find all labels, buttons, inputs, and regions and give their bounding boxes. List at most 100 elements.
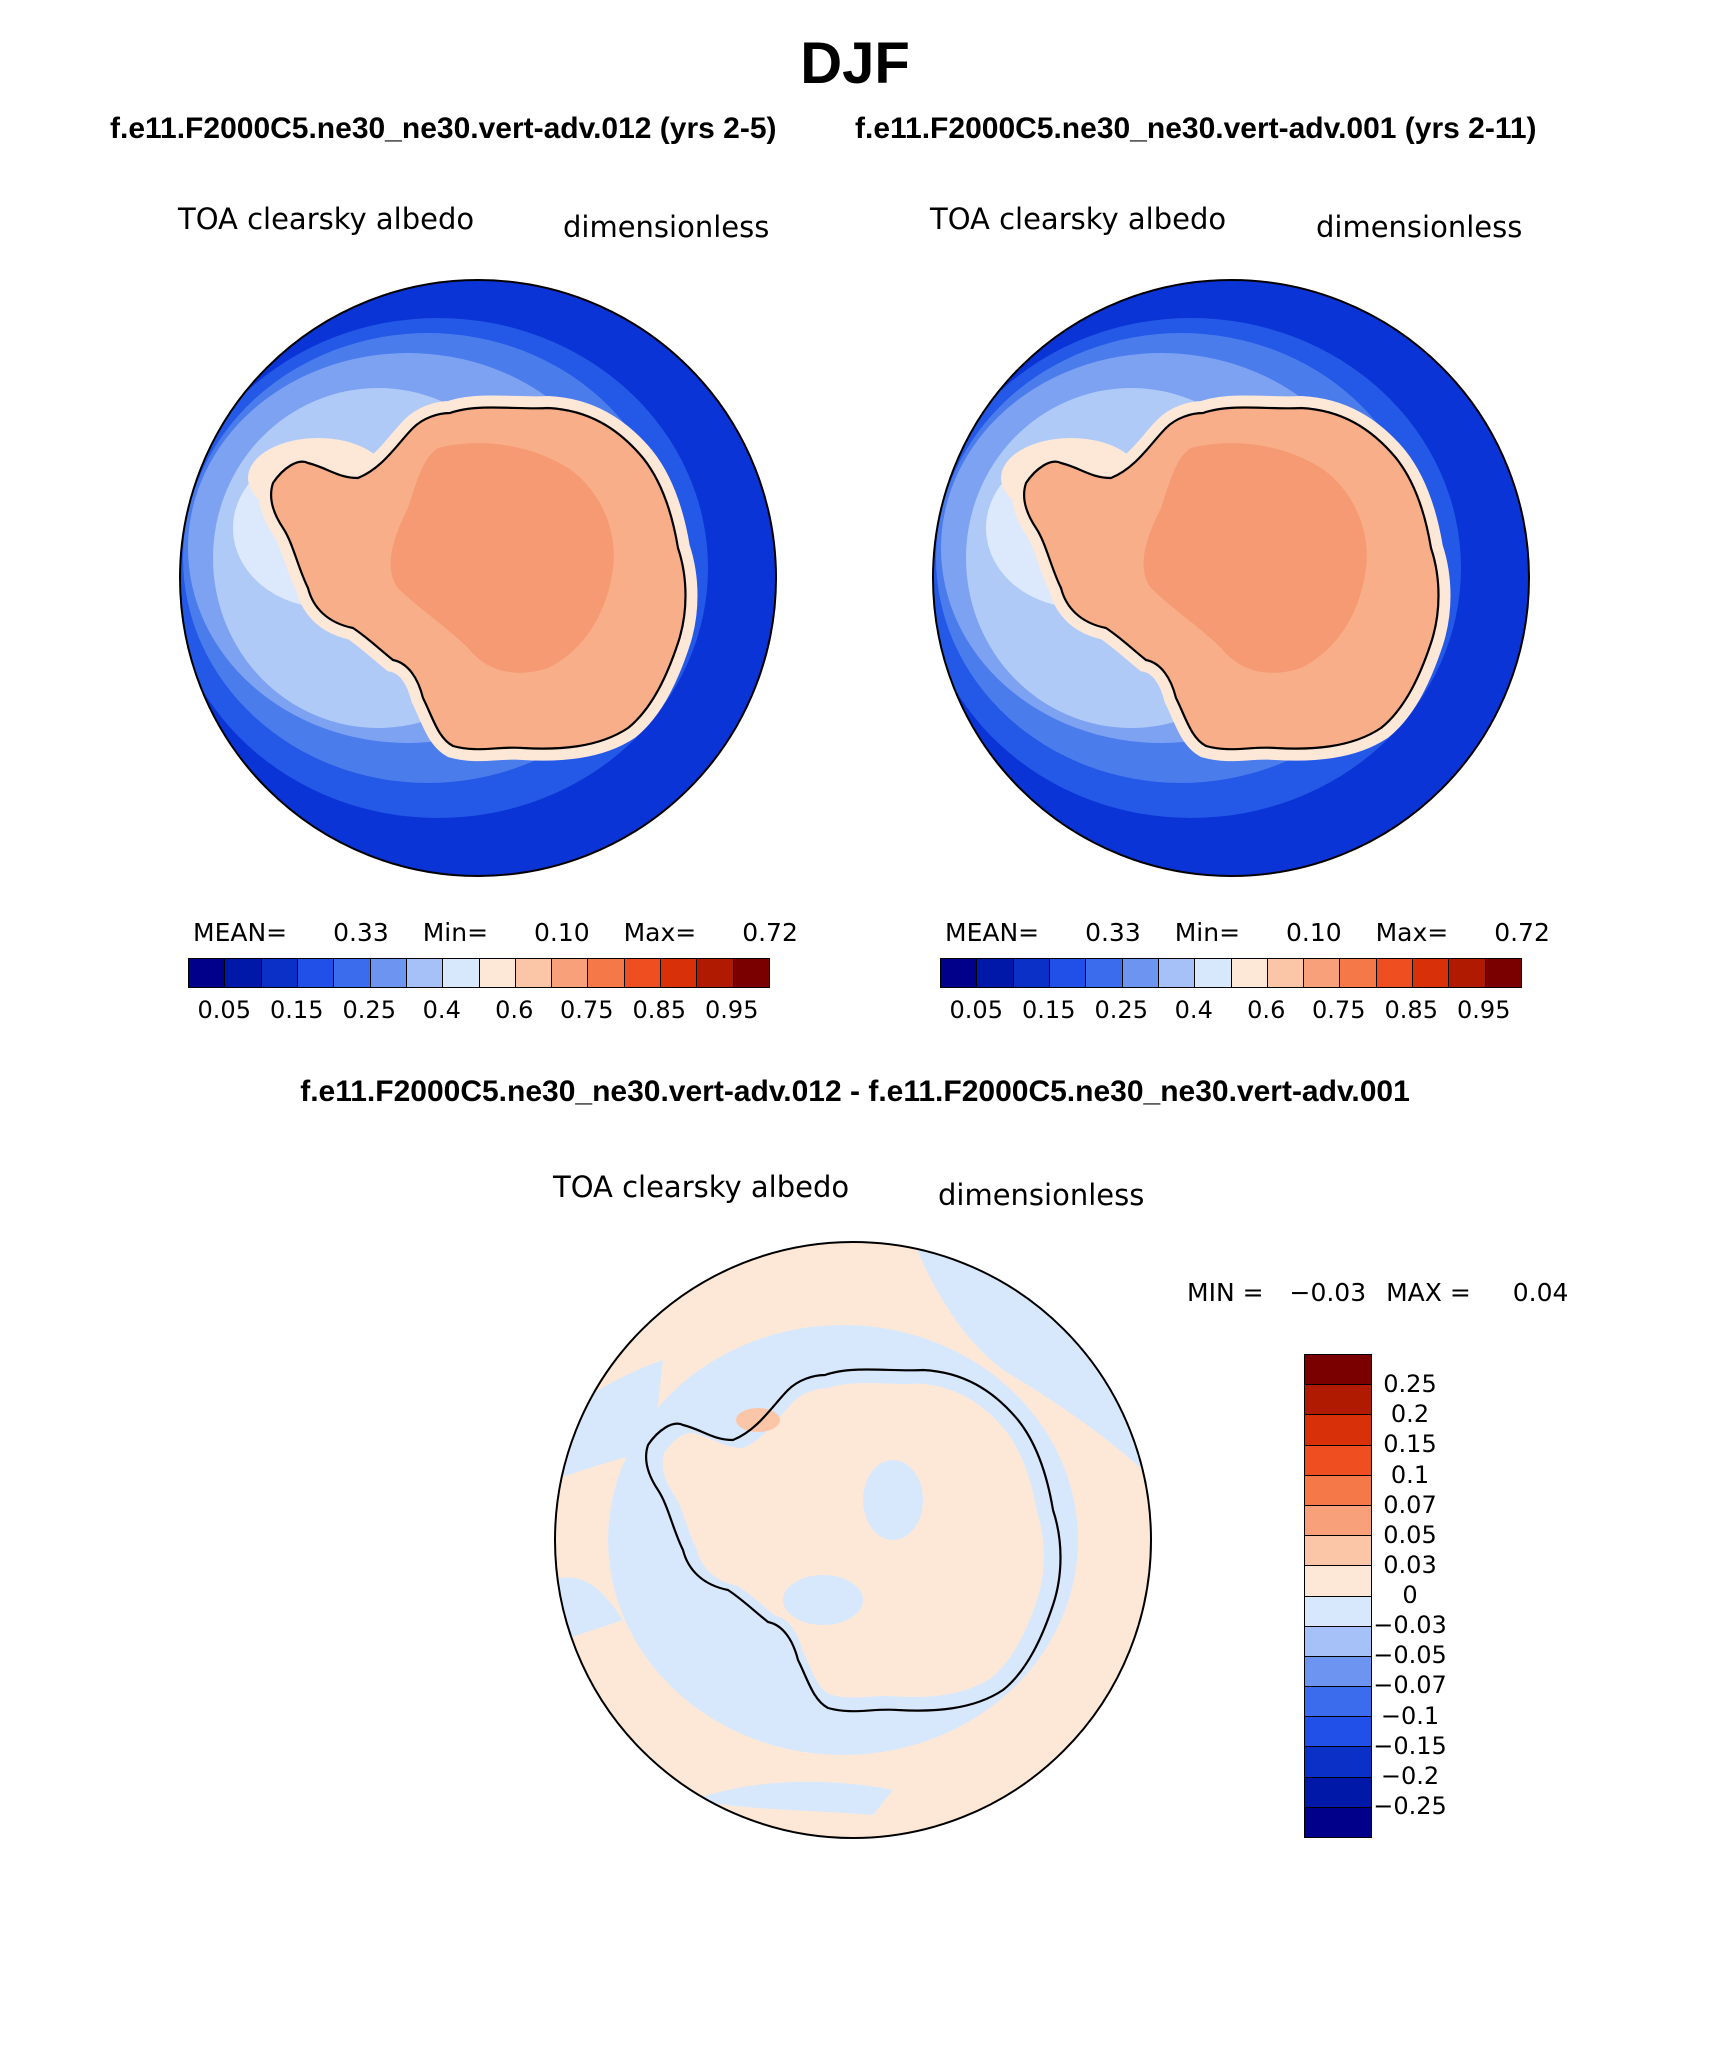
left-max-label: Max=	[623, 918, 697, 947]
right-colorbar-segment	[941, 959, 978, 987]
right-colorbar-segment	[1449, 959, 1486, 987]
right-min-label: Min=	[1174, 918, 1241, 947]
right-colorbar-segment	[1013, 959, 1050, 987]
left-case-title: f.e11.F2000C5.ne30_ne30.vert-adv.012 (yr…	[110, 112, 777, 145]
diff-colorbar-tick: 0.07	[1383, 1490, 1437, 1519]
right-colorbar-segment	[977, 959, 1014, 987]
left-stats: MEAN= 0.33 Min= 0.10 Max= 0.72	[193, 918, 798, 947]
diff-colorbar-segment	[1305, 1596, 1371, 1627]
right-colorbar-segment	[1158, 959, 1196, 987]
right-max-value: 0.72	[1494, 918, 1550, 947]
diff-colorbar-segment	[1305, 1505, 1371, 1537]
right-colorbar-tick: 0.4	[1174, 996, 1213, 1024]
left-map	[179, 279, 777, 877]
left-variable-label: TOA clearsky albedo	[178, 202, 475, 236]
right-case-title: f.e11.F2000C5.ne30_ne30.vert-adv.001 (yr…	[855, 112, 1537, 145]
diff-colorbar-segment	[1305, 1415, 1371, 1446]
left-colorbar-tick: 0.6	[495, 996, 534, 1024]
right-colorbar-segment	[1485, 959, 1521, 987]
right-colorbar-tick: 0.95	[1457, 996, 1511, 1024]
left-colorbar-segment	[443, 959, 480, 987]
right-colorbar-segment	[1231, 959, 1268, 987]
right-colorbar-tick: 0.85	[1384, 996, 1438, 1024]
right-colorbar-tick: 0.6	[1247, 996, 1286, 1024]
diff-max-value: 0.04	[1512, 1278, 1569, 1307]
diff-max-label: MAX =	[1386, 1278, 1471, 1307]
left-min-value: 0.10	[533, 918, 590, 947]
diff-colorbar	[1304, 1354, 1372, 1838]
right-colorbar-segment	[1049, 959, 1087, 987]
diff-colorbar-tick: −0.03	[1373, 1611, 1447, 1640]
left-max-value: 0.72	[742, 918, 798, 947]
left-colorbar-segment	[588, 959, 625, 987]
right-colorbar-tick: 0.05	[949, 996, 1003, 1024]
right-variable-label: TOA clearsky albedo	[930, 202, 1227, 236]
left-min-label: Min=	[422, 918, 489, 947]
diff-colorbar-tick: −0.2	[1380, 1761, 1440, 1790]
diff-min-value: −0.03	[1289, 1278, 1367, 1307]
diff-colorbar-tick: 0.25	[1383, 1370, 1437, 1399]
diff-colorbar-tick: −0.1	[1380, 1701, 1440, 1730]
diff-colorbar-segment	[1305, 1777, 1371, 1808]
diff-colorbar-segment	[1305, 1445, 1371, 1476]
diff-stats: MIN = −0.03 MAX = 0.04	[1187, 1278, 1568, 1307]
diff-colorbar-segment	[1305, 1807, 1371, 1837]
diff-colorbar-ticks: 0.25 0.2 0.15 0.1 0.07 0.05 0.03 0 −0.03 −0.05 −0.…	[1373, 1354, 1460, 1836]
right-colorbar-segment	[1413, 959, 1450, 987]
right-colorbar-tick: 0.15	[1022, 996, 1076, 1024]
left-colorbar-tick: 0.15	[270, 996, 324, 1024]
right-colorbar-segment	[1086, 959, 1123, 987]
left-mean-label: MEAN=	[193, 918, 288, 947]
diff-colorbar-segment	[1305, 1626, 1371, 1657]
diff-colorbar-segment	[1305, 1566, 1371, 1597]
left-colorbar-tick: 0.4	[422, 996, 461, 1024]
right-colorbar-segment	[1340, 959, 1377, 987]
figure-title: DJF	[800, 31, 910, 96]
left-colorbar-tick: 0.75	[560, 996, 614, 1024]
right-colorbar-tick: 0.25	[1094, 996, 1148, 1024]
diff-colorbar-segment	[1305, 1717, 1371, 1748]
right-mean-value: 0.33	[1085, 918, 1141, 947]
right-units-label: dimensionless	[1316, 210, 1523, 244]
left-colorbar-ticks: 0.05 0.15 0.25 0.4 0.6 0.75 0.85 0.95	[188, 996, 768, 1026]
diff-colorbar-tick: −0.25	[1373, 1791, 1447, 1820]
diff-colorbar-segment	[1305, 1747, 1371, 1778]
diff-colorbar-tick: 0	[1402, 1581, 1418, 1609]
left-colorbar-segment	[189, 959, 226, 987]
diff-colorbar-tick: −0.07	[1373, 1671, 1447, 1700]
right-max-label: Max=	[1375, 918, 1449, 947]
left-colorbar-segment	[370, 959, 407, 987]
diff-colorbar-tick: −0.15	[1373, 1731, 1447, 1760]
right-colorbar-tick: 0.75	[1312, 996, 1366, 1024]
left-colorbar-tick: 0.05	[197, 996, 251, 1024]
right-min-value: 0.10	[1285, 918, 1342, 947]
diff-colorbar-tick: 0.03	[1383, 1550, 1437, 1579]
diff-variable-label: TOA clearsky albedo	[553, 1170, 850, 1204]
left-colorbar-segment	[624, 959, 662, 987]
left-colorbar-segment	[261, 959, 298, 987]
right-mean-label: MEAN=	[945, 918, 1040, 947]
left-colorbar-segment	[697, 959, 734, 987]
right-map	[932, 279, 1530, 877]
diff-colorbar-tick: 0.2	[1390, 1400, 1430, 1429]
diff-colorbar-segment	[1305, 1687, 1371, 1718]
left-colorbar-segment	[733, 959, 769, 987]
diff-colorbar-segment	[1305, 1656, 1371, 1688]
left-units-label: dimensionless	[563, 210, 770, 244]
left-colorbar-segment	[225, 959, 262, 987]
left-colorbar-segment	[334, 959, 371, 987]
left-colorbar	[188, 958, 770, 988]
diff-colorbar-tick: 0.05	[1383, 1520, 1437, 1549]
diff-colorbar-tick: 0.15	[1383, 1430, 1437, 1459]
left-colorbar-segment	[552, 959, 589, 987]
diff-min-label: MIN =	[1187, 1278, 1264, 1307]
left-colorbar-segment	[479, 959, 516, 987]
diff-units-label: dimensionless	[938, 1178, 1145, 1212]
left-colorbar-segment	[515, 959, 553, 987]
right-colorbar-ticks: 0.05 0.15 0.25 0.4 0.6 0.75 0.85 0.95	[940, 996, 1520, 1026]
right-colorbar-segment	[1267, 959, 1305, 987]
diff-map	[554, 1241, 1152, 1839]
left-colorbar-segment	[297, 959, 335, 987]
right-stats: MEAN= 0.33 Min= 0.10 Max= 0.72	[945, 918, 1550, 947]
